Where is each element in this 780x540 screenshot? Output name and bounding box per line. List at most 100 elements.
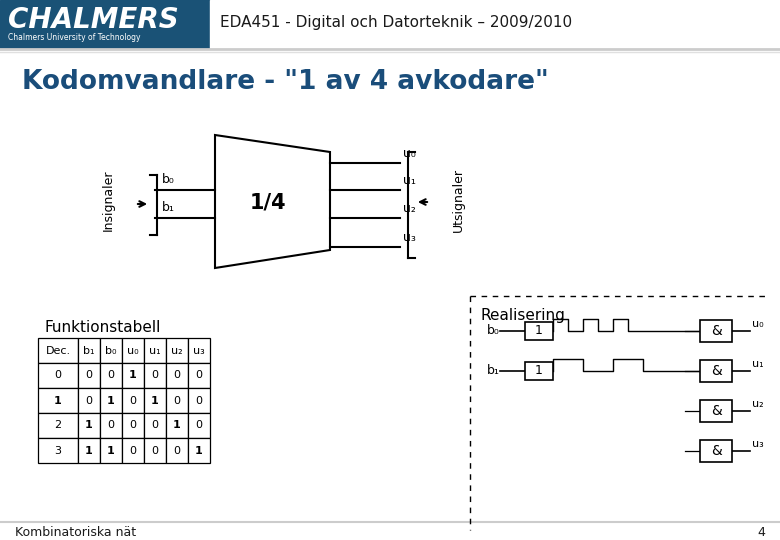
Text: b₁: b₁ — [83, 346, 94, 355]
Text: 1: 1 — [151, 395, 159, 406]
Bar — [78, 338, 100, 363]
Bar — [122, 413, 144, 438]
Text: 1: 1 — [535, 325, 543, 338]
Text: Insignaler: Insignaler — [101, 169, 115, 231]
Text: 1/4: 1/4 — [250, 192, 286, 212]
Text: 0: 0 — [151, 370, 158, 381]
Text: u₃: u₃ — [193, 346, 205, 355]
Text: 0: 0 — [86, 395, 93, 406]
Text: u₃: u₃ — [403, 231, 416, 244]
Text: 0: 0 — [108, 421, 115, 430]
Text: u₁: u₁ — [149, 346, 161, 355]
Bar — [122, 388, 144, 413]
Text: 1: 1 — [85, 446, 93, 456]
Bar — [188, 363, 210, 388]
Bar — [144, 413, 166, 438]
Bar — [144, 338, 166, 363]
Bar — [166, 413, 188, 438]
Bar — [210, 0, 780, 48]
Bar — [166, 388, 188, 413]
Text: Chalmers University of Technology: Chalmers University of Technology — [8, 33, 140, 43]
Bar — [188, 438, 210, 463]
Bar — [166, 438, 188, 463]
Text: 0: 0 — [173, 370, 180, 381]
Text: u₂: u₂ — [752, 399, 764, 409]
Text: 0: 0 — [151, 446, 158, 456]
Text: u₂: u₂ — [171, 346, 183, 355]
Text: &: & — [711, 404, 722, 418]
Text: 0: 0 — [151, 421, 158, 430]
Text: 1: 1 — [535, 364, 543, 377]
Bar — [122, 338, 144, 363]
Text: 0: 0 — [129, 421, 136, 430]
Bar — [188, 338, 210, 363]
Text: Utsignaler: Utsignaler — [452, 168, 465, 232]
Bar — [38, 388, 78, 413]
Text: 4: 4 — [757, 525, 765, 538]
Text: 2: 2 — [55, 421, 62, 430]
Text: &: & — [711, 444, 722, 458]
Bar — [122, 363, 144, 388]
Text: 0: 0 — [196, 395, 203, 406]
Bar — [100, 438, 122, 463]
Bar — [144, 363, 166, 388]
Bar — [78, 388, 100, 413]
Polygon shape — [215, 135, 330, 268]
Bar — [700, 440, 732, 462]
Text: u₀: u₀ — [403, 147, 416, 160]
Bar — [100, 338, 122, 363]
Bar — [525, 322, 553, 340]
Text: b₁: b₁ — [487, 364, 500, 377]
Bar — [38, 363, 78, 388]
Bar — [0, 0, 210, 48]
Bar — [525, 362, 553, 380]
Text: Kodomvandlare - "1 av 4 avkodare": Kodomvandlare - "1 av 4 avkodare" — [22, 69, 549, 95]
Bar — [166, 363, 188, 388]
Text: u₁: u₁ — [752, 359, 764, 369]
Text: CHALMERS: CHALMERS — [8, 6, 179, 34]
Text: b₁: b₁ — [162, 201, 175, 214]
Text: 1: 1 — [173, 421, 181, 430]
Text: 3: 3 — [55, 446, 62, 456]
Text: 1: 1 — [85, 421, 93, 430]
Text: 0: 0 — [196, 421, 203, 430]
Text: b₀: b₀ — [487, 325, 500, 338]
Text: b₀: b₀ — [105, 346, 117, 355]
Bar — [144, 438, 166, 463]
Bar — [122, 438, 144, 463]
Text: 0: 0 — [173, 395, 180, 406]
Bar — [100, 388, 122, 413]
Bar — [100, 413, 122, 438]
Text: 0: 0 — [108, 370, 115, 381]
Text: u₂: u₂ — [403, 202, 416, 215]
Text: EDA451 - Digital och Datorteknik – 2009/2010: EDA451 - Digital och Datorteknik – 2009/… — [220, 15, 572, 30]
Text: u₀: u₀ — [752, 319, 764, 329]
Text: 0: 0 — [129, 446, 136, 456]
Text: Kombinatoriska nät: Kombinatoriska nät — [15, 525, 136, 538]
Text: &: & — [711, 324, 722, 338]
Text: u₁: u₁ — [403, 174, 416, 187]
Text: 1: 1 — [107, 395, 115, 406]
Text: 0: 0 — [173, 446, 180, 456]
Bar — [78, 438, 100, 463]
Bar — [38, 338, 78, 363]
Bar — [100, 363, 122, 388]
Bar — [144, 388, 166, 413]
Text: &: & — [711, 364, 722, 378]
Bar — [78, 363, 100, 388]
Text: u₃: u₃ — [752, 439, 764, 449]
Text: Dec.: Dec. — [45, 346, 70, 355]
Bar — [38, 438, 78, 463]
Text: b₀: b₀ — [162, 173, 175, 186]
Text: 1: 1 — [107, 446, 115, 456]
Text: 1: 1 — [54, 395, 62, 406]
Bar — [700, 360, 732, 382]
Text: u₀: u₀ — [127, 346, 139, 355]
Text: 1: 1 — [195, 446, 203, 456]
Text: 0: 0 — [196, 370, 203, 381]
Bar — [78, 413, 100, 438]
Text: Realisering: Realisering — [480, 308, 565, 323]
Text: 0: 0 — [55, 370, 62, 381]
Bar — [166, 338, 188, 363]
Bar — [38, 413, 78, 438]
